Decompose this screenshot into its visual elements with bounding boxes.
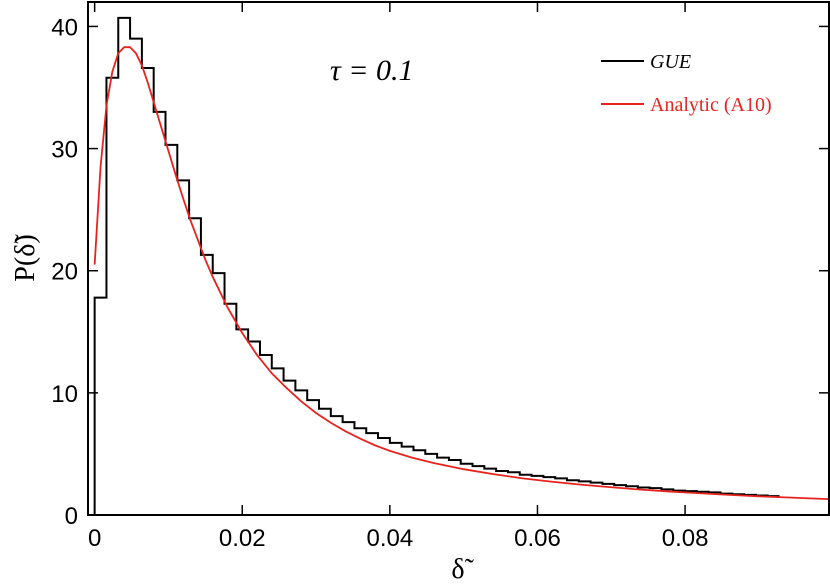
x-axis-label: δ̃ xyxy=(451,554,474,585)
x-tick-label: 0.08 xyxy=(662,525,709,552)
legend-label-gue: GUE xyxy=(650,51,691,73)
series-layer xyxy=(93,16,829,515)
y-tick-label: 0 xyxy=(65,503,78,530)
y-tick-label: 40 xyxy=(51,14,78,41)
legend-label-analytic: Analytic (A10) xyxy=(650,94,772,116)
y-tick-label: 10 xyxy=(51,381,78,408)
series-analytic-curve xyxy=(93,46,829,501)
x-tick-label: 0.04 xyxy=(367,525,414,552)
series-gue-histogram xyxy=(93,16,780,515)
x-tick-label: 0.06 xyxy=(514,525,561,552)
annotation-tau: τ = 0.1 xyxy=(330,54,413,87)
legend: GUE Analytic (A10) xyxy=(601,51,772,116)
x-tick-label: 0 xyxy=(88,525,101,552)
y-axis-label: P(δ̃) xyxy=(10,234,41,282)
y-tick-label: 20 xyxy=(51,259,78,286)
plot-frame xyxy=(87,1,830,516)
y-tick-label: 30 xyxy=(51,137,78,164)
x-tick-label: 0.02 xyxy=(219,525,266,552)
ticks-layer: 0 0.02 0.04 0.06 0.08 0 10 20 30 40 xyxy=(51,2,829,552)
